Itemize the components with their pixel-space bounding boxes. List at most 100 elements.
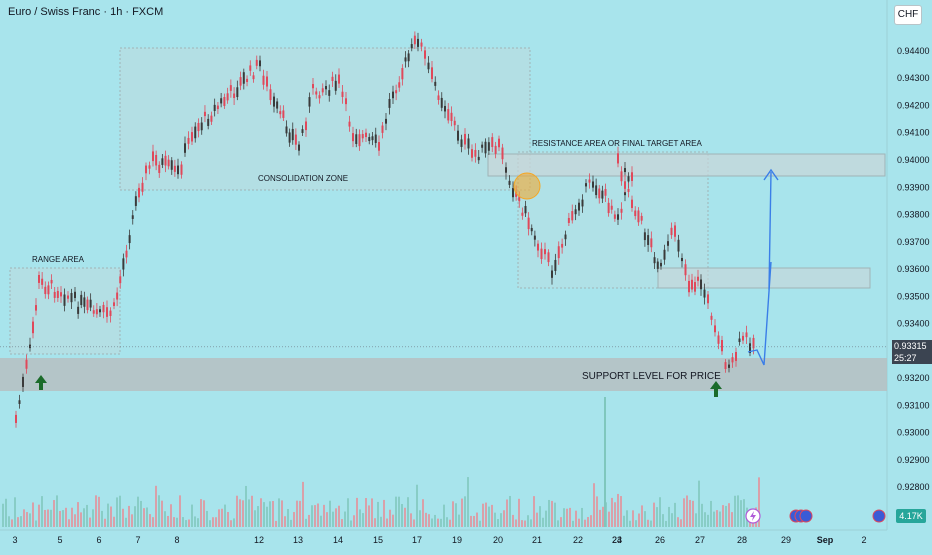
volume-bar (287, 508, 289, 527)
candle-body (749, 343, 751, 354)
volume-bar (425, 512, 427, 527)
candle-body (145, 165, 147, 174)
volume-bar (581, 507, 583, 527)
currency-button[interactable]: CHF (894, 5, 922, 25)
volume-bar (731, 512, 733, 527)
candle-body (53, 291, 56, 298)
candle-body (537, 243, 539, 251)
volume-bar (233, 518, 235, 527)
price-tick-label: 0.93500 (897, 291, 930, 301)
volume-bar (452, 501, 454, 527)
candle-body (355, 134, 358, 144)
candle-body (246, 78, 249, 83)
candle-body (604, 188, 607, 196)
volume-bar (707, 514, 709, 527)
volume-bar (32, 502, 34, 527)
candle-body (617, 153, 619, 164)
volume-bar (602, 506, 604, 527)
volume-bar (479, 520, 481, 527)
volume-bar (62, 510, 64, 527)
candle-body (63, 294, 66, 306)
volume-bar (698, 480, 700, 527)
volume-bar (371, 498, 373, 527)
candle-body (134, 196, 137, 206)
volume-bar (503, 510, 505, 527)
volume-bar (644, 511, 646, 527)
candle-body (99, 309, 101, 313)
volume-bar (149, 514, 151, 527)
candle-body (660, 262, 662, 267)
volume-bar (89, 517, 91, 527)
volume-bar (512, 514, 514, 527)
candle-body (233, 93, 236, 99)
candle-body (667, 241, 669, 246)
volume-bar (422, 499, 424, 527)
candle-body (200, 122, 203, 131)
volume-bar (296, 500, 298, 527)
candle-body (688, 280, 690, 293)
volume-bar (323, 504, 325, 527)
volume-bar (599, 509, 601, 527)
candle-body (731, 357, 734, 363)
volume-bar (497, 519, 499, 527)
candle-body (677, 239, 680, 252)
volume-bar (74, 514, 76, 527)
volume-bar (593, 483, 595, 527)
volume-bar (248, 499, 250, 527)
volume-bar (638, 513, 640, 527)
candle-body (328, 90, 331, 96)
candle-body (113, 302, 115, 306)
candle-body (38, 275, 40, 283)
price-tick-label: 0.92900 (897, 455, 930, 465)
volume-bar (608, 511, 610, 527)
volume-bar (392, 514, 394, 527)
candle-body (395, 90, 398, 94)
volume-bar (692, 500, 694, 527)
volume-bar (224, 504, 226, 527)
volume-bar (725, 505, 727, 527)
candle-body (567, 217, 570, 223)
volume-bar (209, 520, 211, 527)
price-tick-label: 0.94200 (897, 100, 930, 110)
countdown-tag: 25:27 (892, 352, 932, 364)
candle-body (624, 181, 626, 189)
resistance-area-label: RESISTANCE AREA OR FINAL TARGET AREA (532, 139, 702, 148)
candle-body (152, 151, 154, 162)
volume-bar (275, 520, 277, 527)
candle-body (312, 84, 314, 89)
candle-body (487, 142, 490, 151)
volume-bar (674, 502, 676, 527)
candle-body (203, 111, 206, 117)
volume-badge: 4.17K (896, 509, 926, 523)
volume-bar (53, 500, 55, 527)
time-tick-label: 15 (373, 535, 383, 545)
candle-body (637, 210, 640, 223)
candle-body (707, 294, 709, 304)
volume-bar (68, 519, 70, 527)
candle-body (464, 133, 466, 145)
volume-bar (632, 510, 634, 527)
volume-bar (563, 508, 565, 527)
volume-bar (734, 495, 736, 527)
candle-body (67, 295, 69, 299)
candle-body (564, 234, 567, 240)
candle-body (187, 137, 190, 144)
volume-bar (260, 498, 262, 527)
candle-body (279, 111, 282, 115)
economic-event-icon (872, 509, 886, 523)
time-tick-label: 24 (612, 535, 622, 545)
candle-body (544, 249, 546, 255)
volume-bar (140, 500, 142, 527)
volume-bar (428, 514, 430, 527)
volume-bar (326, 512, 328, 527)
candle-body (334, 80, 337, 91)
volume-bar (401, 504, 403, 527)
candle-body (467, 138, 470, 149)
candle-body (239, 77, 242, 86)
volume-bar (413, 519, 415, 527)
time-tick-label: 22 (573, 535, 583, 545)
volume-bar (182, 517, 184, 527)
time-tick-label: 17 (412, 535, 422, 545)
